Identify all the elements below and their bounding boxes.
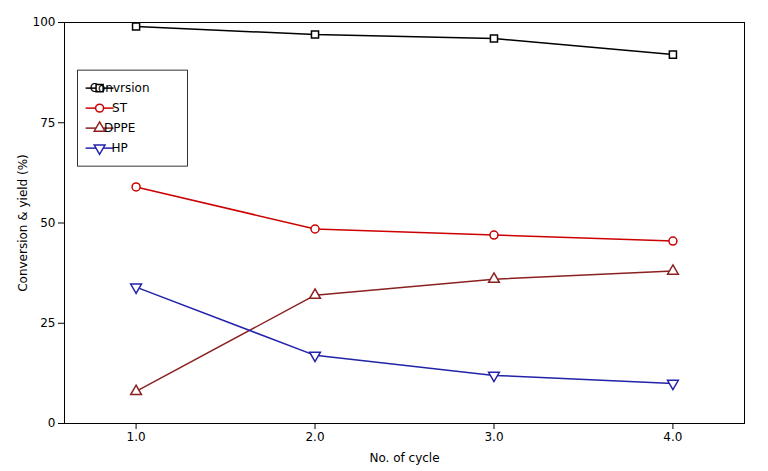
- svg-text:4.0: 4.0: [663, 430, 682, 444]
- svg-text:DPPE: DPPE: [104, 121, 135, 135]
- svg-text:75: 75: [40, 116, 55, 130]
- svg-text:50: 50: [40, 216, 55, 230]
- svg-text:2.0: 2.0: [305, 430, 324, 444]
- svg-text:25: 25: [40, 316, 55, 330]
- svg-text:0: 0: [48, 416, 56, 430]
- svg-text:Convrsion: Convrsion: [90, 81, 150, 95]
- svg-text:Conversion & yield (%): Conversion & yield (%): [16, 154, 30, 292]
- svg-text:ST: ST: [112, 101, 128, 115]
- svg-text:1.0: 1.0: [127, 430, 146, 444]
- svg-text:100: 100: [33, 15, 56, 29]
- svg-text:HP: HP: [111, 141, 127, 155]
- svg-text:3.0: 3.0: [484, 430, 503, 444]
- svg-text:No. of cycle: No. of cycle: [369, 451, 439, 465]
